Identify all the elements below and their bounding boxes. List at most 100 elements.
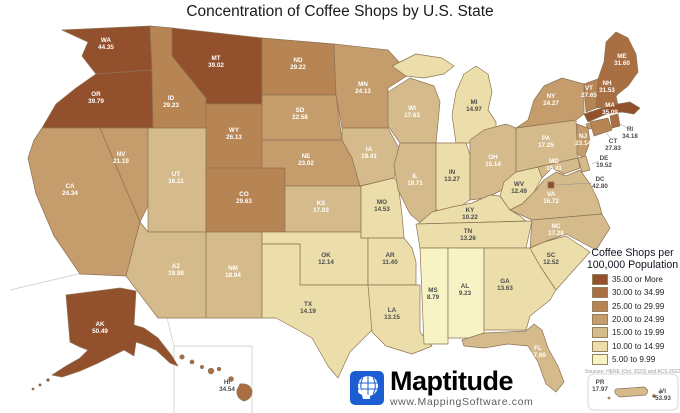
state-label-il: IL 19.71 [407, 173, 423, 187]
state-label-wy: WY 26.13 [226, 127, 242, 141]
legend-label: 10.00 to 14.99 [612, 341, 665, 351]
legend-source: Sources: HERE (Oct. 2023) and ACS 2022 [585, 369, 680, 376]
hi-island [228, 376, 234, 382]
state-label-sc: SC 12.52 [543, 252, 559, 266]
state-label-nm: NM 18.94 [225, 265, 241, 279]
hi-island [179, 354, 185, 360]
state-mo [360, 177, 405, 239]
state-label-mt: MT 39.02 [208, 55, 224, 69]
state-az [125, 221, 207, 319]
hawaii-inset-frame [174, 345, 253, 413]
maptitude-logo-icon [350, 371, 384, 406]
maptitude-logo-name: Maptitude [390, 366, 514, 396]
ak-aleutian-island [46, 378, 50, 382]
state-label-ri: RI 34.18 [622, 126, 638, 140]
state-label-ms: MS 8.79 [427, 287, 440, 301]
state-label-ca: CA 24.34 [62, 183, 78, 197]
state-sc [529, 235, 591, 291]
state-ms [419, 247, 449, 345]
state-label-mo: MO 14.53 [374, 199, 390, 213]
state-label-ut: UT 16.11 [168, 171, 184, 185]
legend-row: 25.00 to 29.99 [592, 300, 680, 312]
legend-swatch [592, 340, 608, 352]
state-label-ma: MA 35.09 [602, 102, 618, 116]
state-label-or: OR 39.79 [88, 91, 104, 105]
state-label-mi: MI 14.97 [466, 99, 482, 113]
legend-label: 15.00 to 19.99 [612, 328, 665, 338]
state-label-ct: CT 27.83 [605, 138, 621, 152]
ak-aleutian-island [31, 387, 35, 391]
state-label-hi: HI 34.54 [219, 379, 235, 393]
state-label-me: ME 31.60 [614, 53, 630, 67]
state-label-sd: SD 22.58 [292, 107, 308, 121]
state-label-nj: NJ 23.14 [575, 133, 591, 147]
state-ma [583, 101, 641, 123]
legend-title-line2: 100,000 Population [586, 259, 679, 272]
pr-island [614, 386, 648, 398]
ak-aleutian-island [38, 383, 42, 387]
state-ak [51, 287, 179, 378]
state-label-al: AL 9.23 [459, 283, 472, 297]
state-la [367, 284, 433, 355]
hi-island [207, 367, 215, 375]
legend-label: 30.00 to 34.99 [612, 288, 665, 298]
hi-big-island [236, 383, 253, 402]
state-label-dc: DC 42.80 [592, 176, 608, 190]
hi-island [200, 365, 204, 369]
ct-leader-line [605, 131, 612, 140]
legend-swatch [592, 273, 608, 285]
page-title: Concentration of Coffee Shops by U.S. St… [186, 3, 494, 20]
dc-leader-line [555, 182, 593, 186]
state-label-pr: PR 17.97 [592, 379, 608, 393]
state-dc [547, 181, 555, 189]
state-label-wv: WV 12.49 [511, 181, 527, 195]
vi-island [658, 390, 662, 394]
state-label-de: DE 19.52 [596, 155, 612, 169]
state-label-oh: OH 15.14 [485, 154, 501, 168]
legend-swatch [592, 313, 608, 325]
state-label-wa: WA 44.35 [98, 37, 114, 51]
legend-row: 30.00 to 34.99 [592, 287, 680, 299]
state-ky [417, 194, 527, 225]
state-label-ak: AK 50.49 [92, 321, 108, 335]
legend-row: 35.00 or More [592, 273, 680, 285]
state-label-ga: GA 13.63 [497, 278, 513, 292]
legend-row: 20.00 to 24.99 [592, 313, 680, 325]
state-label-va: VA 16.72 [543, 191, 559, 205]
legend-label: 20.00 to 24.99 [612, 314, 665, 324]
legend-row: 5.00 to 9.99 [592, 354, 680, 366]
state-label-ne: NE 23.02 [298, 153, 314, 167]
legend-label: 5.00 to 9.99 [612, 355, 656, 365]
state-label-la: LA 13.15 [384, 307, 400, 321]
maptitude-logo-url: www.MappingSoftware.com [390, 395, 534, 408]
legend: Coffee Shops per 100,000 Population 35.0… [585, 247, 680, 375]
state-tx [261, 243, 373, 379]
state-label-ok: OK 12.14 [318, 252, 334, 266]
state-label-ky: KY 10.22 [462, 207, 478, 221]
state-label-ia: IA 19.41 [361, 146, 377, 160]
legend-swatch [592, 287, 608, 299]
state-label-wi: WI 17.63 [404, 105, 420, 119]
state-label-nd: ND 29.22 [290, 57, 306, 71]
state-label-tx: TX 14.19 [300, 301, 316, 315]
state-label-co: CO 29.63 [236, 191, 252, 205]
state-label-ar: AR 11.40 [382, 252, 398, 266]
state-label-nh: NH 31.53 [599, 80, 615, 94]
state-label-in: IN 13.27 [444, 169, 460, 183]
state-wi [387, 77, 441, 144]
legend-row: 10.00 to 14.99 [592, 340, 680, 352]
state-ri [609, 113, 621, 129]
legend-title-line1: Coffee Shops per [591, 247, 674, 259]
state-label-ks: KS 17.03 [313, 200, 329, 214]
state-fl [461, 323, 565, 393]
legend-swatch [592, 300, 608, 312]
hi-island [189, 359, 195, 365]
ri-leader-line [619, 123, 628, 129]
state-labels-layer: WA 44.35 OR 39.79 CA 24.34 NV 21.19 ID 29.23 MT 39.… [62, 37, 671, 402]
state-label-nv: NV 21.19 [113, 151, 129, 165]
state-label-md: MD 16.41 [546, 158, 562, 172]
pr-vi-inset-frame [587, 373, 679, 411]
legend-label: 25.00 to 29.99 [612, 301, 665, 311]
pr-small-island [607, 396, 611, 400]
